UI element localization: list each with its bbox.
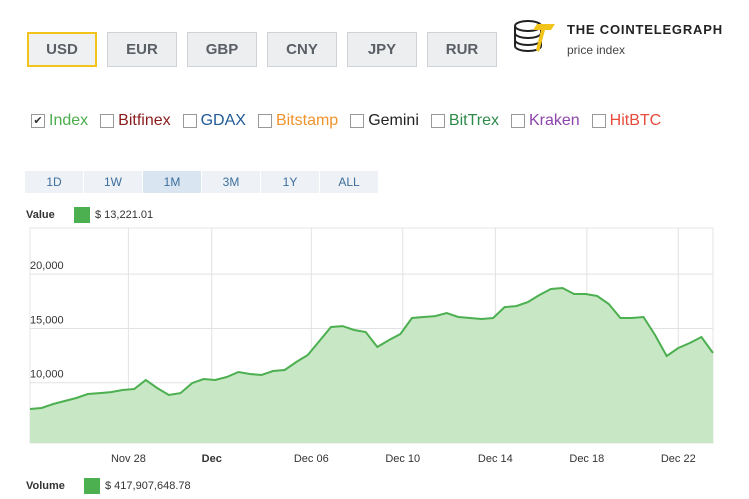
range-button[interactable]: 1Y [261, 171, 319, 193]
checkbox[interactable] [350, 114, 365, 128]
range-button[interactable]: 3M [202, 171, 260, 193]
checkbox[interactable] [182, 114, 197, 128]
checkbox[interactable] [510, 114, 525, 128]
y-tick-label: 15,000 [30, 314, 64, 326]
range-button[interactable]: 1W [84, 171, 142, 193]
x-tick-label: Dec [202, 453, 222, 465]
x-tick-label: Dec 14 [478, 453, 513, 465]
checkbox[interactable] [100, 114, 115, 128]
exchange-label[interactable]: Index [49, 112, 89, 129]
currency-button[interactable]: JPY [347, 32, 417, 67]
logo-title: THE COINTELEGRAPH [567, 22, 723, 37]
value-text: $ 13,221.01 [95, 209, 153, 221]
currency-button[interactable]: GBP [187, 32, 257, 67]
x-tick-label: Dec 10 [385, 453, 420, 465]
checkbox[interactable]: ✔ [31, 114, 45, 128]
exchange-label[interactable]: Gemini [368, 112, 419, 129]
volume-text: $ 417,907,648.78 [105, 480, 191, 492]
price-line [29, 286, 714, 410]
y-tick-label: 10,000 [30, 369, 64, 381]
volume-title: Volume [26, 480, 65, 492]
exchange-option[interactable]: Gemini [350, 112, 419, 130]
exchange-label[interactable]: HitBTC [609, 112, 662, 129]
exchange-option[interactable]: GDAX [182, 112, 246, 130]
logo-icon [514, 20, 555, 52]
x-tick-label: Dec 06 [294, 453, 329, 465]
checkbox[interactable] [591, 114, 606, 128]
exchange-label[interactable]: Bitfinex [118, 112, 171, 129]
range-button[interactable]: 1M [143, 171, 201, 193]
x-tick-label: Dec 18 [569, 453, 604, 465]
exchange-label[interactable]: GDAX [200, 112, 246, 129]
volume-swatch [84, 478, 100, 494]
currency-button[interactable]: USD [27, 32, 97, 67]
checkbox[interactable] [430, 114, 445, 128]
value-title: Value [26, 209, 55, 221]
range-buttons: 1D 1W 1M 3M 1Y ALL [25, 171, 379, 193]
range-button[interactable]: ALL [320, 171, 378, 193]
exchange-option[interactable]: Bitstamp [257, 112, 339, 130]
exchange-option[interactable]: Bitfinex [100, 112, 171, 130]
checkbox[interactable] [257, 114, 272, 128]
currency-button[interactable]: EUR [107, 32, 177, 67]
exchange-option[interactable]: BitTrex [430, 112, 499, 130]
exchange-label[interactable]: BitTrex [448, 112, 499, 129]
exchange-option[interactable]: Kraken [510, 112, 580, 130]
value-swatch [74, 207, 90, 223]
currency-button[interactable]: RUR [427, 32, 497, 67]
exchange-option[interactable]: HitBTC [591, 112, 662, 130]
exchange-label[interactable]: Kraken [528, 112, 580, 129]
currency-button[interactable]: CNY [267, 32, 337, 67]
x-tick-label: Nov 28 [111, 453, 146, 465]
exchange-list: ✔ Index Bitfinex GDAX Bitstamp Gemini BitTrex K… [31, 112, 673, 130]
area-fill [30, 288, 713, 443]
y-tick-label: 20,000 [30, 260, 64, 272]
logo-subtitle: price index [567, 43, 626, 57]
exchange-label[interactable]: Bitstamp [275, 112, 339, 129]
range-button[interactable]: 1D [25, 171, 83, 193]
exchange-option[interactable]: ✔ Index [31, 112, 88, 130]
x-tick-label: Dec 22 [661, 453, 696, 465]
